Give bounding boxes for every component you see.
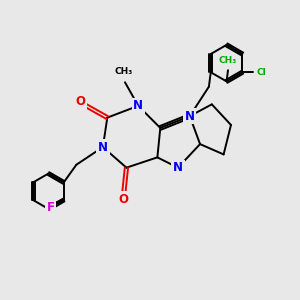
Text: CH₃: CH₃ [219, 56, 237, 65]
Text: O: O [76, 95, 86, 108]
Text: N: N [173, 161, 183, 174]
Text: N: N [98, 141, 108, 154]
Text: N: N [185, 110, 195, 123]
Text: N: N [133, 99, 143, 112]
Text: CH₃: CH₃ [114, 67, 133, 76]
Text: O: O [118, 193, 128, 206]
Text: Cl: Cl [256, 68, 266, 77]
Text: F: F [46, 201, 55, 214]
